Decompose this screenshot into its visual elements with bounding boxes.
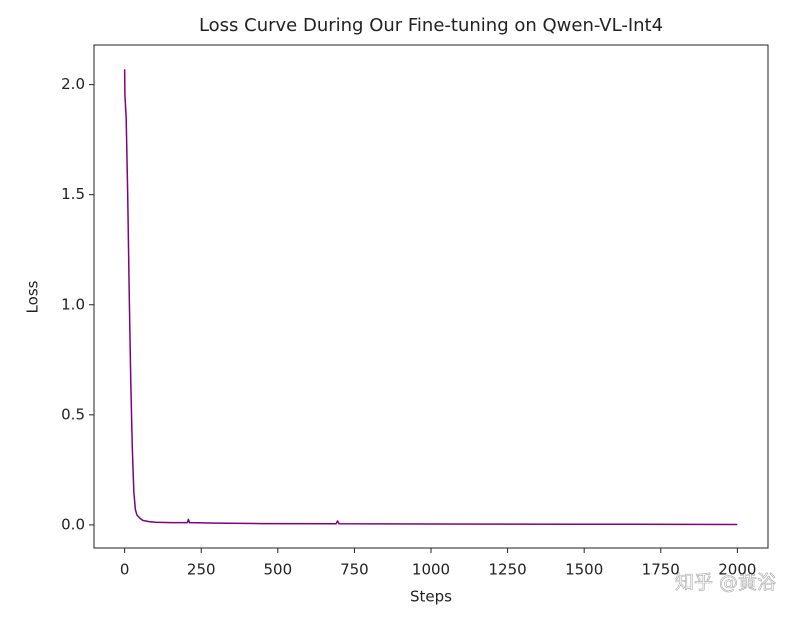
y-tick-label: 2.0 (61, 75, 85, 93)
y-tick-label: 1.0 (61, 295, 85, 313)
x-tick-label: 750 (340, 561, 369, 579)
x-tick-label: 1500 (565, 561, 603, 579)
y-tick-label: 0.5 (61, 405, 85, 423)
loss-line (123, 69, 738, 526)
x-tick-label: 0 (120, 561, 130, 579)
chart-title: Loss Curve During Our Fine-tuning on Qwe… (199, 15, 663, 36)
y-axis-label: Loss (24, 280, 42, 313)
x-tick-label: 2000 (718, 561, 756, 579)
x-tick-label: 1000 (412, 561, 450, 579)
watermark: 知乎 @黄浴 (675, 572, 776, 594)
y-tick-label: 0.0 (61, 515, 85, 533)
plot-frame (93, 44, 769, 549)
x-tick-label: 1250 (488, 561, 526, 579)
x-axis-label: Steps (410, 588, 452, 606)
x-tick-label: 1750 (642, 561, 680, 579)
y-tick-label: 1.5 (61, 185, 85, 203)
x-tick-label: 500 (263, 561, 292, 579)
x-tick-label: 250 (187, 561, 216, 579)
